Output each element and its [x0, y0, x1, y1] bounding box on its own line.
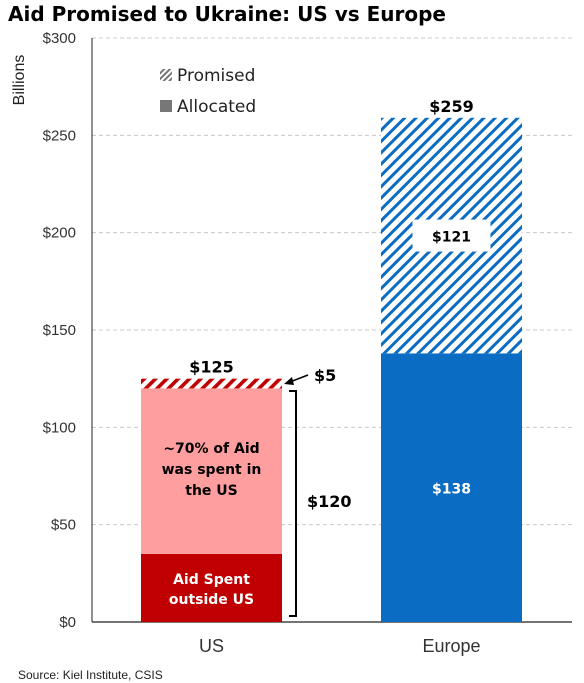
segment-label-line: Aid Spent	[173, 572, 250, 588]
y-axis-label: Billions	[11, 55, 28, 106]
annotation-120-bracket	[289, 390, 297, 617]
bar-segment	[141, 378, 282, 389]
y-tick-label: $250	[43, 127, 76, 144]
bar-segment	[381, 353, 522, 622]
source-note: Source: Kiel Institute, CSIS	[18, 668, 163, 682]
annotation-arrow-head	[284, 377, 294, 385]
y-tick-label: $150	[43, 322, 76, 339]
bar-us: Aid Spent outside US ~70% of Aid was spent …	[141, 358, 282, 656]
bar-total-label: $259	[429, 97, 474, 116]
annotation-120: $120	[289, 390, 352, 617]
y-tick-label: $50	[51, 517, 76, 534]
bar-europe: $138 $121 $259 Europe	[381, 97, 522, 656]
segment-label-line: the US	[185, 483, 237, 499]
x-tick-label: Europe	[422, 636, 480, 656]
y-tick-label: $0	[59, 614, 76, 631]
legend: Promised Allocated	[160, 66, 256, 117]
y-tick-label: $100	[43, 419, 76, 436]
x-tick-label: US	[199, 636, 224, 656]
bar-segment	[141, 553, 282, 622]
annotation-120-label: $120	[307, 492, 352, 511]
segment-label-spent-in-us: ~70% of Aid was spent in the US	[162, 441, 262, 499]
annotation-arrow-line	[289, 374, 309, 383]
segment-label-line: outside US	[169, 592, 254, 608]
y-tick-labels: $0 $50 $100 $150 $200 $250 $300	[43, 30, 76, 631]
bar-total-label: $125	[189, 358, 234, 377]
segment-label-box	[412, 219, 491, 252]
segment-label-spent-outside: Aid Spent outside US	[169, 572, 254, 608]
segment-label-line: was spent in	[162, 462, 262, 478]
legend-swatch-promised	[160, 69, 172, 81]
y-tick-label: $200	[43, 225, 76, 242]
legend-label-promised: Promised	[177, 66, 255, 86]
segment-label-europe-promised: $121	[432, 230, 471, 246]
segment-label-line: ~70% of Aid	[163, 441, 259, 457]
segment-label-europe-allocated: $138	[432, 482, 471, 498]
bar-segment	[141, 388, 282, 554]
annotation-5-label: $5	[314, 366, 336, 385]
y-tick-label: $300	[43, 30, 76, 47]
bars: Aid Spent outside US ~70% of Aid was spent …	[141, 97, 522, 656]
legend-label-allocated: Allocated	[177, 97, 256, 117]
chart-title: Aid Promised to Ukraine: US vs Europe	[8, 2, 446, 26]
legend-swatch-allocated	[160, 100, 172, 112]
annotation-5: $5	[284, 366, 336, 385]
